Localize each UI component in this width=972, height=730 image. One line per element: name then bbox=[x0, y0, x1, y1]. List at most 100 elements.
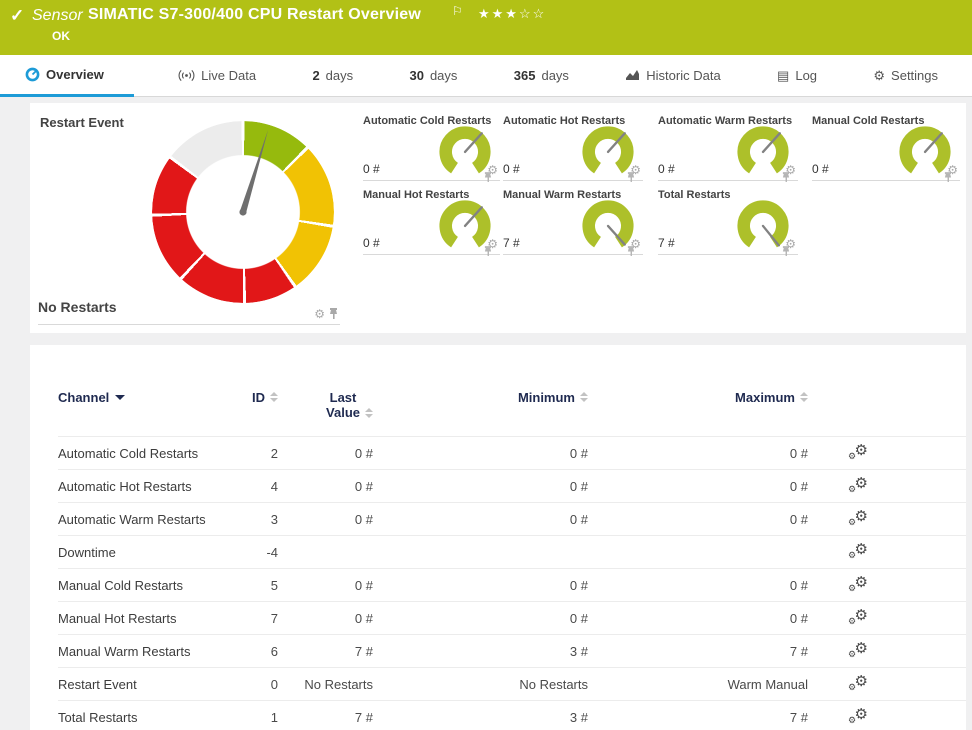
channel-last-value: 0 # bbox=[354, 511, 373, 527]
tab-label: Settings bbox=[891, 68, 939, 83]
sort-icon bbox=[365, 408, 373, 418]
channel-name: Automatic Cold Restarts bbox=[58, 445, 199, 461]
tab-bar: Overview Live Data 2 days 30 days 365 da… bbox=[0, 55, 972, 97]
gear-icon[interactable]: ⚙ bbox=[785, 163, 796, 177]
ok-check-icon: ✓ bbox=[10, 6, 25, 25]
gear-icon[interactable]: ⚙ bbox=[630, 237, 641, 251]
gear-icon[interactable]: ⚙ bbox=[630, 163, 641, 177]
channel-minimum: 0 # bbox=[569, 610, 588, 626]
gear-icon[interactable]: ⚙ bbox=[314, 307, 325, 321]
gauges-panel: Restart Event No Restarts ⚙ Automatic Co… bbox=[30, 103, 966, 333]
tab-log[interactable]: ▤ Log bbox=[765, 55, 829, 97]
mini-gauge[interactable] bbox=[436, 123, 494, 177]
channel-settings-icon[interactable]: ⚙ ⚙ bbox=[848, 705, 868, 725]
mini-gauge-title: Manual Warm Restarts bbox=[503, 189, 622, 201]
channel-name: Automatic Hot Restarts bbox=[58, 478, 192, 494]
channel-settings-icon[interactable]: ⚙ ⚙ bbox=[848, 540, 868, 560]
mini-gauge[interactable] bbox=[734, 197, 792, 251]
mini-gauge[interactable] bbox=[896, 123, 954, 177]
pin-icon[interactable] bbox=[329, 308, 338, 320]
status-badge: OK bbox=[52, 29, 70, 43]
channel-last-value: 0 # bbox=[354, 478, 373, 494]
channel-maximum: 7 # bbox=[789, 643, 808, 659]
pin-icon[interactable] bbox=[944, 172, 952, 183]
channel-name: Downtime bbox=[58, 544, 116, 560]
table-row: Total Restarts 1 7 # 3 # 7 # ⚙ ⚙ bbox=[58, 700, 966, 730]
channel-minimum: 3 # bbox=[569, 643, 588, 659]
channel-minimum: 0 # bbox=[569, 445, 588, 461]
gear-icon[interactable]: ⚙ bbox=[947, 163, 958, 177]
pin-icon[interactable] bbox=[782, 172, 790, 183]
chart-icon bbox=[625, 69, 640, 82]
channel-maximum: 0 # bbox=[789, 511, 808, 527]
live-signal-icon bbox=[178, 69, 195, 82]
mini-gauge-value: 7 # bbox=[658, 236, 675, 250]
channel-settings-icon[interactable]: ⚙ ⚙ bbox=[848, 639, 868, 659]
main-gauge-value-line: No Restarts ⚙ bbox=[38, 299, 340, 325]
mini-gauge-title: Manual Hot Restarts bbox=[363, 189, 470, 201]
pin-icon[interactable] bbox=[782, 246, 790, 257]
col-header-minimum[interactable]: Minimum bbox=[373, 390, 588, 420]
sort-icon bbox=[580, 392, 588, 402]
tab-365-days[interactable]: 365 days bbox=[513, 68, 569, 83]
channel-settings-icon[interactable]: ⚙ ⚙ bbox=[848, 441, 868, 461]
tab-historic-data[interactable]: Historic Data bbox=[613, 55, 732, 97]
channel-last-value: 7 # bbox=[354, 643, 373, 659]
channel-id: 4 bbox=[270, 478, 278, 494]
col-header-last-value[interactable]: Last Value bbox=[278, 390, 373, 420]
channel-table-body: Automatic Cold Restarts 2 0 # 0 # 0 # ⚙ ⚙… bbox=[30, 436, 966, 730]
mini-gauge[interactable] bbox=[579, 197, 637, 251]
mini-gauge-value: 0 # bbox=[812, 162, 829, 176]
priority-stars[interactable]: ★★★☆☆ bbox=[478, 6, 547, 21]
col-header-maximum[interactable]: Maximum bbox=[588, 390, 808, 420]
object-kind-label: Sensor bbox=[32, 7, 83, 24]
channel-settings-icon[interactable]: ⚙ ⚙ bbox=[848, 507, 868, 527]
channel-id: 0 bbox=[270, 676, 278, 692]
table-row: Restart Event 0 No Restarts No Restarts … bbox=[58, 667, 966, 700]
col-header-id[interactable]: ID bbox=[218, 390, 278, 420]
gear-icon[interactable]: ⚙ bbox=[487, 237, 498, 251]
table-row: Manual Hot Restarts 7 0 # 0 # 0 # ⚙ ⚙ bbox=[58, 601, 966, 634]
channel-settings-icon[interactable]: ⚙ ⚙ bbox=[848, 606, 868, 626]
gear-icon[interactable]: ⚙ bbox=[487, 163, 498, 177]
mini-gauge-cell: Automatic Hot Restarts 0 # ⚙ bbox=[503, 115, 643, 183]
tab-2-days[interactable]: 2 days bbox=[312, 68, 354, 83]
tab-live-data[interactable]: Live Data bbox=[166, 55, 268, 97]
table-row: Downtime -4 ⚙ ⚙ bbox=[58, 535, 966, 568]
channel-settings-icon[interactable]: ⚙ ⚙ bbox=[848, 474, 868, 494]
channel-last-value: No Restarts bbox=[304, 676, 373, 692]
table-row: Automatic Warm Restarts 3 0 # 0 # 0 # ⚙ ⚙ bbox=[58, 502, 966, 535]
mini-gauge-cell: Manual Cold Restarts 0 # ⚙ bbox=[812, 115, 960, 183]
channel-table-panel: Channel ID Last Value Minimum Maximum Aut… bbox=[30, 345, 966, 730]
channel-name: Restart Event bbox=[58, 676, 137, 692]
channel-minimum: 0 # bbox=[569, 577, 588, 593]
tab-label: Log bbox=[795, 68, 818, 83]
mini-gauge-value: 7 # bbox=[503, 236, 520, 250]
tab-overview[interactable]: Overview bbox=[0, 55, 134, 97]
main-gauge-value: No Restarts bbox=[38, 299, 117, 315]
channel-last-value: 0 # bbox=[354, 610, 373, 626]
col-header-channel[interactable]: Channel bbox=[58, 390, 218, 420]
mini-gauge[interactable] bbox=[579, 123, 637, 177]
channel-name: Manual Cold Restarts bbox=[58, 577, 183, 593]
mini-gauge-title: Automatic Hot Restarts bbox=[503, 115, 626, 127]
pin-icon[interactable] bbox=[484, 172, 492, 183]
pin-icon[interactable] bbox=[627, 172, 635, 183]
channel-settings-icon[interactable]: ⚙ ⚙ bbox=[848, 573, 868, 593]
gear-icon[interactable]: ⚙ bbox=[785, 237, 796, 251]
pin-icon[interactable] bbox=[627, 246, 635, 257]
tab-30-days[interactable]: 30 days bbox=[409, 68, 458, 83]
mini-gauge-title: Automatic Warm Restarts bbox=[658, 115, 793, 127]
mini-gauge-title: Total Restarts bbox=[658, 189, 731, 201]
flag-icon[interactable]: ⚐ bbox=[452, 4, 463, 18]
tab-settings[interactable]: ⚙ Settings bbox=[861, 55, 950, 97]
mini-gauge-value: 0 # bbox=[658, 162, 675, 176]
mini-gauge-cell: Automatic Cold Restarts 0 # ⚙ bbox=[363, 115, 500, 183]
mini-gauge[interactable] bbox=[436, 197, 494, 251]
gear-icon: ⚙ bbox=[873, 67, 886, 83]
pin-icon[interactable] bbox=[484, 246, 492, 257]
channel-settings-icon[interactable]: ⚙ ⚙ bbox=[848, 672, 868, 692]
channel-id: 1 bbox=[270, 709, 278, 725]
mini-gauge[interactable] bbox=[734, 123, 792, 177]
channel-maximum: 0 # bbox=[789, 577, 808, 593]
